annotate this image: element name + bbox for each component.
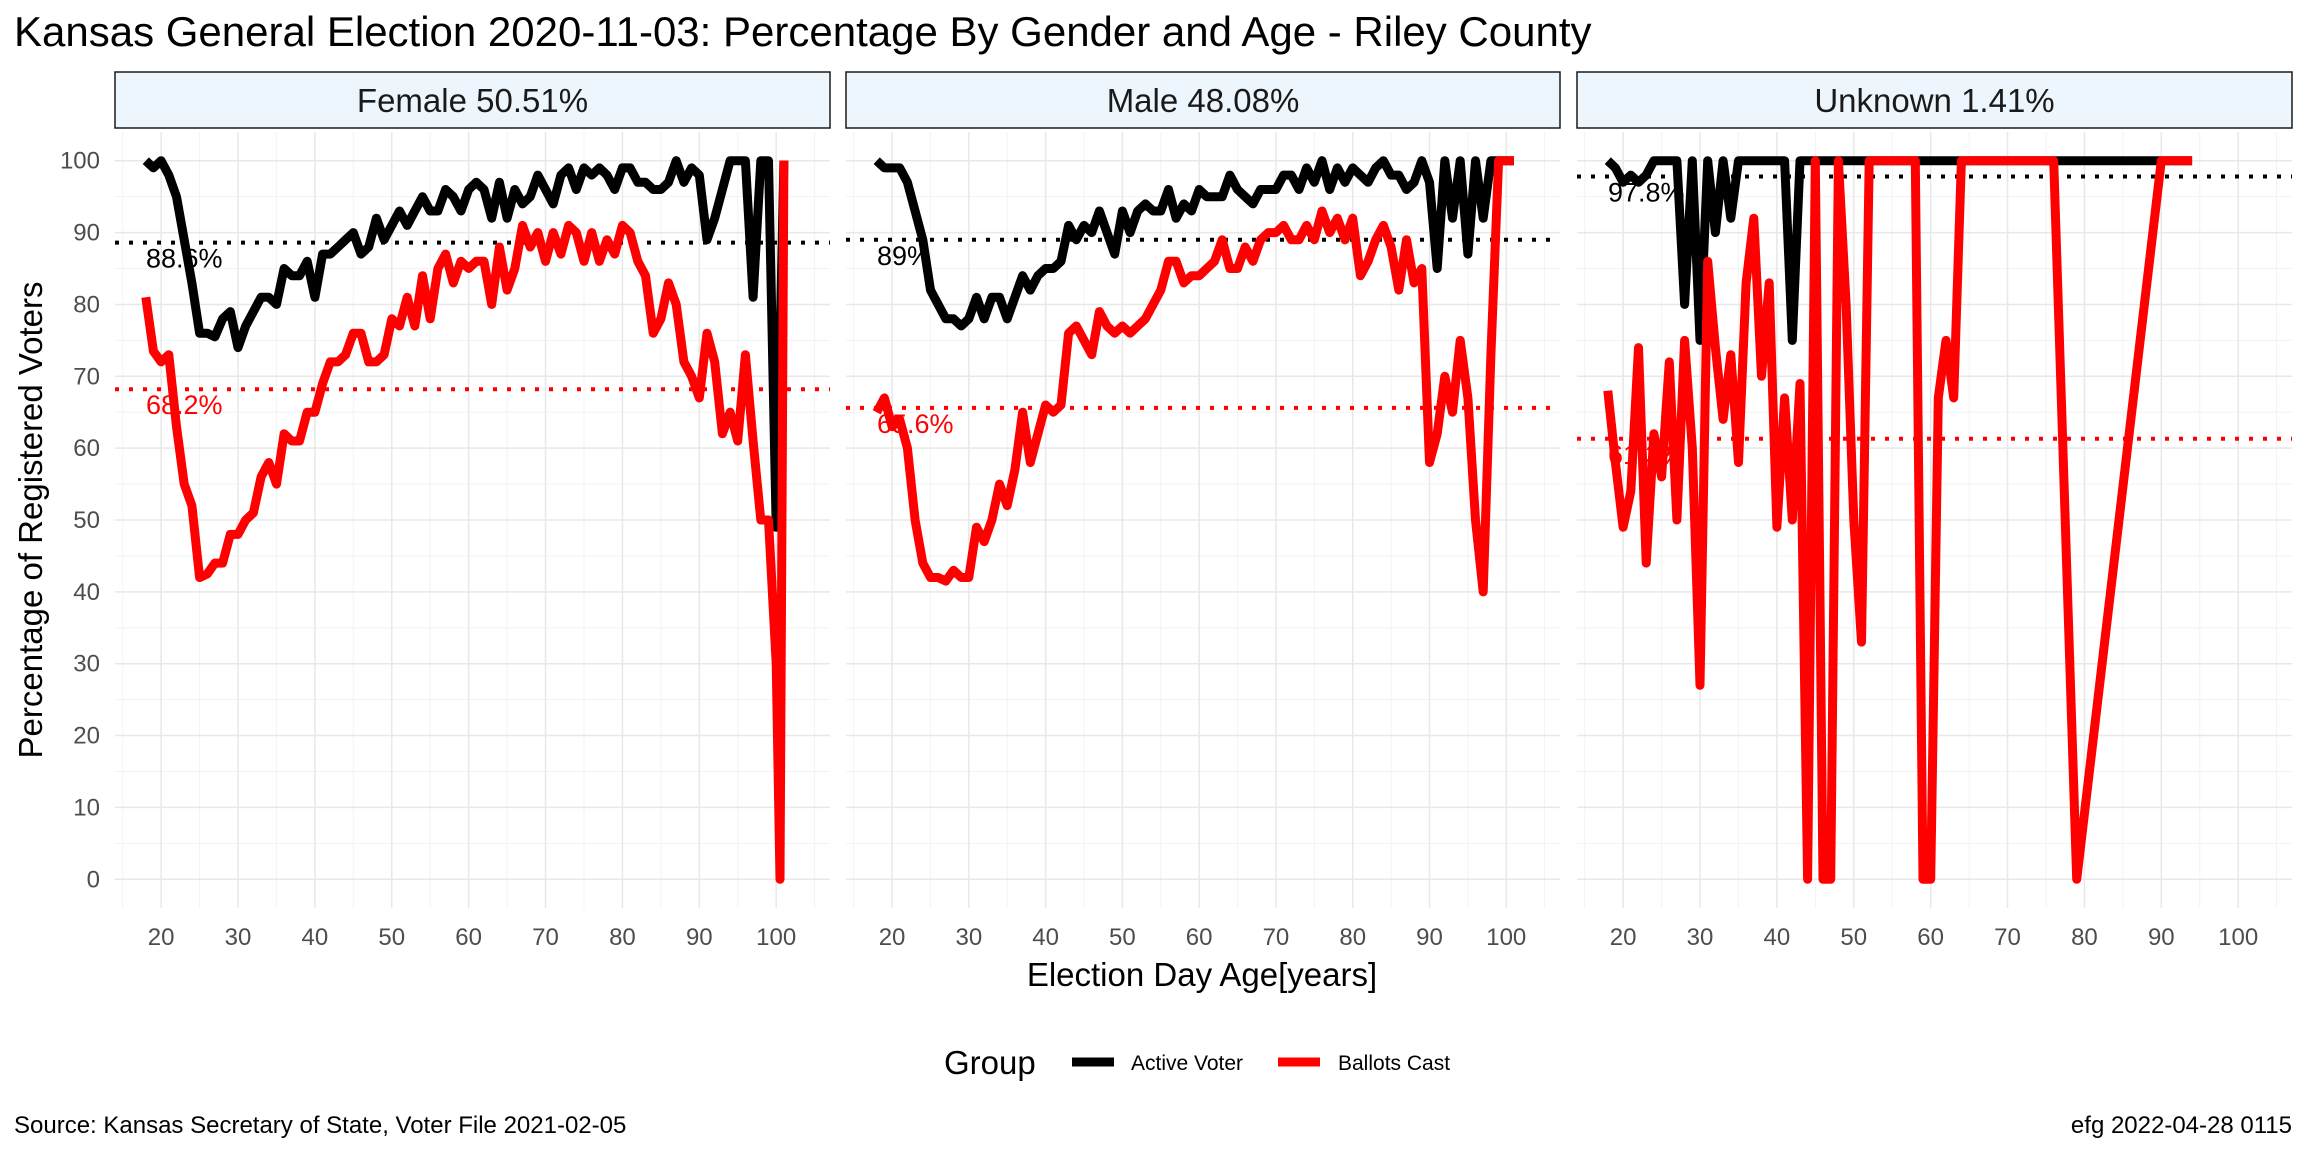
legend-label-active-voter: Active Voter [1131,1052,1243,1075]
reference-label-ballots-cast: 61.3% [1608,440,1685,470]
x-tick-label: 80 [609,924,636,951]
y-tick-label: 60 [73,435,100,462]
reference-label-ballots-cast: 68.2% [146,390,223,420]
x-tick-label: 50 [1109,924,1136,951]
facet-strip [114,71,831,129]
x-tick-label: 30 [225,924,252,951]
x-axis-title: Election Day Age[years] [1027,956,1377,993]
facet-strip [845,71,1561,129]
x-tick-label: 20 [148,924,175,951]
reference-label-ballots-cast: 65.6% [877,409,954,439]
facet-strip-label: Male 48.08% [1107,82,1300,119]
y-tick-label: 50 [73,507,100,534]
y-axis-title: Percentage of Registered Voters [12,282,49,759]
x-tick-label: 20 [1610,924,1637,951]
x-tick-label: 80 [2071,924,2098,951]
x-tick-label: 80 [1339,924,1366,951]
author-caption: efg 2022-04-28 0115 [2071,1112,2292,1139]
x-tick-label: 100 [1486,924,1526,951]
legend: Group Active Voter Ballots Cast [944,1044,1450,1081]
series-line-ballots-cast [872,156,1514,597]
facet-panel-1: Female 50.51% 20 30 40 50 60 70 80 90 100 0 10 20 30 4… [60,71,831,951]
series-line-ballots-cast [1603,156,2193,884]
x-tick-label: 60 [455,924,482,951]
x-tick-label: 30 [955,924,982,951]
y-tick-label: 70 [73,363,100,390]
reference-label-active-voter: 89% [877,241,931,271]
x-tick-label: 40 [1764,924,1791,951]
y-tick-label: 0 [87,866,100,893]
x-tick-label: 90 [2148,924,2175,951]
series-line-ballots-cast [141,160,789,884]
x-tick-label: 50 [378,924,405,951]
y-tick-label: 40 [73,579,100,606]
x-tick-label: 50 [1840,924,1867,951]
x-tick-label: 40 [302,924,329,951]
reference-label-active-voter: 88.6% [146,244,223,274]
facet-strip-label: Unknown 1.41% [1814,82,2054,119]
facet-panels: Female 50.51% 20 30 40 50 60 70 80 90 100 0 10 20 30 4… [60,71,2293,951]
series-line-active-voter [1604,156,2193,345]
x-tick-label: 90 [1416,924,1443,951]
reference-label-active-voter: 97.8% [1608,178,1685,208]
y-tick-label: 100 [60,148,100,175]
x-tick-label: 40 [1032,924,1059,951]
x-tick-label: 100 [756,924,796,951]
y-tick-label: 90 [73,220,100,247]
x-tick-label: 100 [2218,924,2258,951]
x-tick-label: 70 [532,924,559,951]
x-tick-label: 30 [1687,924,1714,951]
facet-strip-label: Female 50.51% [357,82,588,119]
x-tick-label: 20 [879,924,906,951]
series-line-active-voter [873,156,1514,331]
facet-panel-3: Unknown 1.41% 20 30 40 50 60 70 80 90 100 97.8% 61.… [1576,71,2293,951]
facet-strip [1576,71,2293,129]
x-tick-label: 70 [1994,924,2021,951]
x-tick-label: 70 [1263,924,1290,951]
chart-title: Kansas General Election 2020-11-03: Perc… [14,8,1592,55]
x-tick-label: 90 [686,924,713,951]
legend-label-ballots-cast: Ballots Cast [1338,1052,1450,1075]
x-tick-label: 60 [1917,924,1944,951]
facet-panel-2: Male 48.08% 20 30 40 50 60 70 80 90 100 89% 65.6% [845,71,1561,951]
x-tick-label: 60 [1186,924,1213,951]
source-caption: Source: Kansas Secretary of State, Voter… [14,1112,626,1139]
legend-title: Group [944,1044,1036,1081]
y-tick-label: 30 [73,651,100,678]
y-tick-label: 20 [73,723,100,750]
y-tick-label: 10 [73,794,100,821]
series-line-active-voter [142,156,789,532]
y-tick-label: 80 [73,291,100,318]
